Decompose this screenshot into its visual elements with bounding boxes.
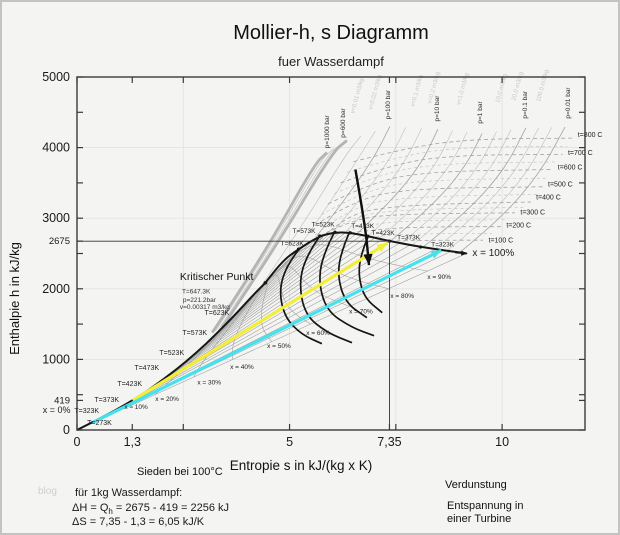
svg-text:4000: 4000	[42, 141, 70, 155]
svg-text:t=500 C: t=500 C	[548, 181, 573, 188]
svg-text:2000: 2000	[42, 282, 70, 296]
svg-text:x = 90%: x = 90%	[427, 274, 451, 281]
saturation-dome	[76, 230, 467, 431]
svg-text:x = 0%: x = 0%	[43, 405, 71, 415]
svg-text:0: 0	[74, 435, 81, 449]
svg-text:v=0.1 m3/kg: v=0.1 m3/kg	[410, 74, 424, 107]
svg-text:T=573K: T=573K	[293, 228, 317, 235]
legend-turbine-swatch	[384, 506, 432, 508]
legend-boiling-swatch	[80, 471, 130, 474]
svg-text:t=100 C: t=100 C	[489, 237, 514, 244]
svg-text:T=473K: T=473K	[351, 223, 375, 230]
chart-labels: x = 0% x ≈ 10% x = 20% x = 30% x = 40% x = 50…	[43, 69, 603, 427]
axis-titles: Entropie s in kJ/(kg x K) Enthalpie h in …	[7, 242, 372, 473]
svg-text:p=0.1 bar: p=0.1 bar	[522, 90, 529, 118]
svg-text:v=0.02 m3/kg: v=0.02 m3/kg	[368, 74, 383, 111]
svg-text:p=600 bar: p=600 bar	[340, 107, 347, 137]
svg-text:t=700 C: t=700 C	[568, 150, 593, 157]
page-subtitle: fuer Wasserdampf	[278, 54, 384, 69]
svg-text:419: 419	[54, 395, 70, 406]
svg-text:x = 60%: x = 60%	[306, 330, 330, 337]
svg-text:t=600 C: t=600 C	[558, 164, 583, 171]
note-entropy-equation: ΔS = 7,35 - 1,3 = 6,05 kJ/K	[72, 516, 205, 528]
svg-text:Enthalpie h in kJ/kg: Enthalpie h in kJ/kg	[7, 242, 22, 355]
svg-text:T=423K: T=423K	[372, 230, 396, 237]
superheat-isotherms	[314, 137, 573, 246]
svg-text:5: 5	[286, 435, 293, 449]
svg-text:t=400 C: t=400 C	[536, 194, 561, 201]
legend-turbine-label-line2: einer Turbine	[447, 513, 512, 525]
svg-text:T=523K: T=523K	[312, 222, 336, 229]
legend-evaporation-swatch	[385, 485, 431, 488]
svg-text:T=323K: T=323K	[74, 408, 99, 415]
notes-heading: für 1kg Wasserdampf:	[75, 487, 183, 499]
svg-text:2675: 2675	[49, 236, 70, 247]
svg-text:x = 80%: x = 80%	[390, 293, 414, 300]
svg-text:T=623K: T=623K	[281, 241, 305, 248]
legend-evaporation-label: Verdunstung	[445, 479, 507, 491]
svg-text:v=0.01 m3/kg: v=0.01 m3/kg	[350, 78, 365, 115]
svg-text:t=800 C: t=800 C	[578, 132, 603, 139]
svg-text:x ≈ 10%: x ≈ 10%	[124, 404, 148, 411]
svg-text:Kritischer Punkt: Kritischer Punkt	[180, 271, 254, 283]
svg-text:Entropie s in kJ/(kg x K): Entropie s in kJ/(kg x K)	[230, 458, 373, 473]
grid-lines	[77, 77, 585, 430]
svg-text:1000: 1000	[42, 352, 70, 366]
svg-text:p=0.01 bar: p=0.01 bar	[565, 87, 572, 119]
svg-text:x = 40%: x = 40%	[230, 364, 254, 371]
svg-text:t=300 C: t=300 C	[520, 209, 545, 216]
process-arrows	[91, 169, 468, 425]
svg-text:1,3: 1,3	[124, 435, 141, 449]
legend-turbine-label-line1: Entspannung in	[447, 500, 524, 512]
svg-text:T=273K: T=273K	[87, 420, 112, 427]
dh-rest: = 2675 - 419 = 2256 kJ	[112, 502, 230, 514]
page-title: Mollier-h, s Diagramm	[233, 22, 429, 44]
svg-text:v=0.00317 m3/kg: v=0.00317 m3/kg	[180, 304, 230, 311]
superheat-isobars	[211, 126, 566, 334]
svg-text:0: 0	[63, 423, 70, 437]
watermark: blog	[38, 486, 57, 497]
svg-text:T=323K: T=323K	[431, 241, 455, 248]
svg-text:p=100 bar: p=100 bar	[385, 89, 392, 119]
svg-text:7,35: 7,35	[377, 435, 401, 449]
svg-text:T=473K: T=473K	[134, 365, 159, 372]
svg-text:100.0 m3/kg: 100.0 m3/kg	[536, 69, 550, 102]
svg-text:T=573K: T=573K	[182, 330, 207, 337]
svg-text:5000: 5000	[42, 70, 70, 84]
svg-text:x = 100%: x = 100%	[472, 248, 514, 259]
svg-text:10: 10	[495, 435, 509, 449]
svg-text:x = 20%: x = 20%	[155, 396, 179, 403]
svg-text:T=647.3K: T=647.3K	[182, 288, 211, 295]
svg-text:T=373K: T=373K	[94, 397, 119, 404]
dh-prefix: ΔH = Q	[72, 502, 109, 514]
svg-text:T=373K: T=373K	[397, 234, 421, 241]
reference-lines	[77, 240, 390, 430]
svg-text:p=1000 bar: p=1000 bar	[324, 114, 331, 148]
svg-text:T=623K: T=623K	[204, 310, 229, 317]
svg-text:p=1 bar: p=1 bar	[477, 101, 484, 124]
note-enthalpy-equation: ΔH = Qh = 2675 - 419 = 2256 kJ	[72, 502, 229, 516]
svg-text:p=10 bar: p=10 bar	[434, 95, 441, 122]
svg-text:x = 70%: x = 70%	[349, 309, 373, 316]
axis-ticks: 0 1,3 5 7,35 10 0 419 1000 2000 2675 3000 4000 5000	[42, 70, 585, 449]
svg-text:t=200 C: t=200 C	[506, 222, 531, 229]
svg-text:T=523K: T=523K	[159, 350, 184, 357]
legend-boiling-label: Sieden bei 100°C	[137, 466, 223, 478]
svg-text:p=221.2bar: p=221.2bar	[183, 297, 217, 304]
svg-text:3000: 3000	[42, 211, 70, 225]
svg-text:x = 50%: x = 50%	[267, 343, 291, 350]
svg-text:x = 30%: x = 30%	[197, 379, 221, 386]
svg-text:T=423K: T=423K	[117, 381, 142, 388]
dh-subscript: h	[108, 507, 113, 517]
